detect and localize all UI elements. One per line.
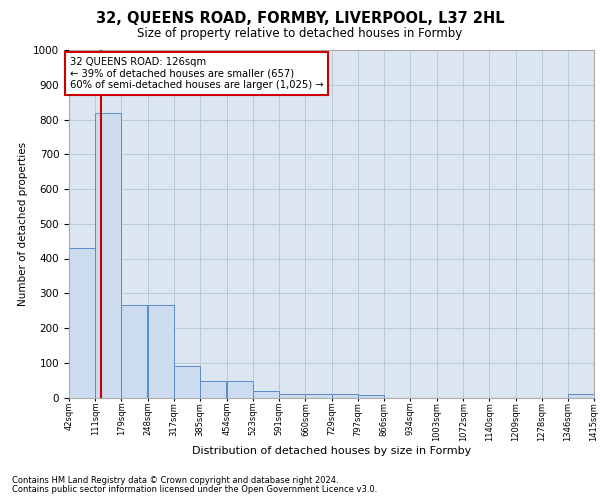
Bar [227,381,253,398]
Bar [332,394,358,398]
Bar [305,394,331,398]
Bar [358,394,384,398]
Bar [69,248,95,398]
Bar [279,394,305,398]
Text: Contains HM Land Registry data © Crown copyright and database right 2024.: Contains HM Land Registry data © Crown c… [12,476,338,485]
Bar [95,112,121,398]
Bar [253,390,279,398]
Text: 32 QUEENS ROAD: 126sqm
← 39% of detached houses are smaller (657)
60% of semi-de: 32 QUEENS ROAD: 126sqm ← 39% of detached… [70,57,323,90]
Text: 32, QUEENS ROAD, FORMBY, LIVERPOOL, L37 2HL: 32, QUEENS ROAD, FORMBY, LIVERPOOL, L37 … [95,11,505,26]
Bar [174,366,200,398]
Bar [121,306,148,398]
X-axis label: Distribution of detached houses by size in Formby: Distribution of detached houses by size … [192,446,471,456]
Text: Size of property relative to detached houses in Formby: Size of property relative to detached ho… [137,28,463,40]
Bar [148,306,174,398]
Text: Contains public sector information licensed under the Open Government Licence v3: Contains public sector information licen… [12,485,377,494]
Bar [568,394,594,398]
Y-axis label: Number of detached properties: Number of detached properties [17,142,28,306]
Bar [200,381,226,398]
